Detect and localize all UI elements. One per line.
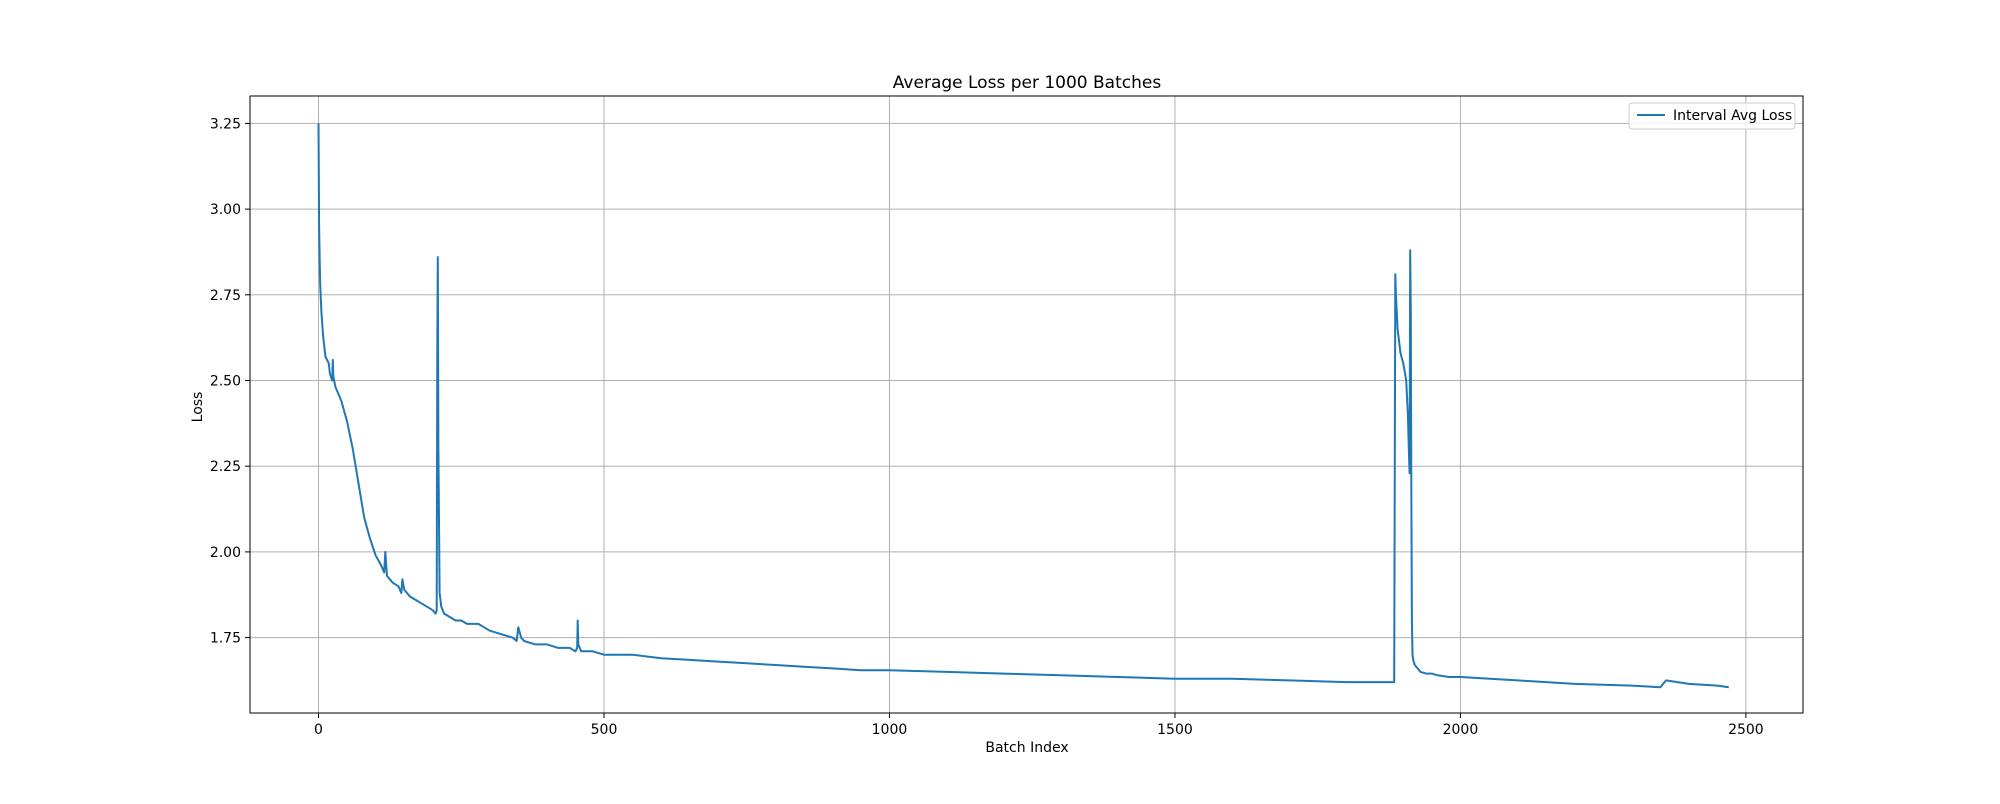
y-tick-label: 3.00: [210, 202, 241, 218]
x-axis-label: Batch Index: [985, 740, 1068, 756]
grid: [250, 96, 1803, 713]
x-tick-label: 0: [314, 722, 323, 738]
y-tick-label: 2.75: [210, 288, 241, 304]
x-tick-label: 1500: [1157, 722, 1193, 738]
series-line-interval-avg-loss: [317, 123, 1729, 689]
legend-box: [1628, 102, 1796, 130]
y-axis-label: Loss: [190, 392, 206, 423]
y-axis-ticks: 1.75 2.00 2.25 2.50 2.75 3.00 3.25: [210, 116, 250, 647]
plot-area-frame: [249, 95, 1804, 714]
chart-title: Average Loss per 1000 Batches: [893, 73, 1162, 93]
legend: Interval Avg Loss: [1628, 102, 1796, 130]
legend-label-interval-avg-loss: Interval Avg Loss: [1673, 108, 1792, 124]
series-layer: [317, 123, 1729, 689]
y-tick-label: 2.50: [210, 374, 241, 390]
y-tick-label: 3.25: [210, 116, 241, 132]
x-tick-label: 1000: [872, 722, 908, 738]
x-tick-label: 2000: [1443, 722, 1479, 738]
x-tick-label: 500: [591, 722, 618, 738]
y-tick-label: 1.75: [210, 631, 241, 647]
x-axis-ticks: 0 500 1000 1500 2000 2500: [314, 713, 1764, 738]
y-tick-label: 2.25: [210, 459, 241, 475]
y-tick-label: 2.00: [210, 545, 241, 561]
x-tick-label: 2500: [1728, 722, 1764, 738]
